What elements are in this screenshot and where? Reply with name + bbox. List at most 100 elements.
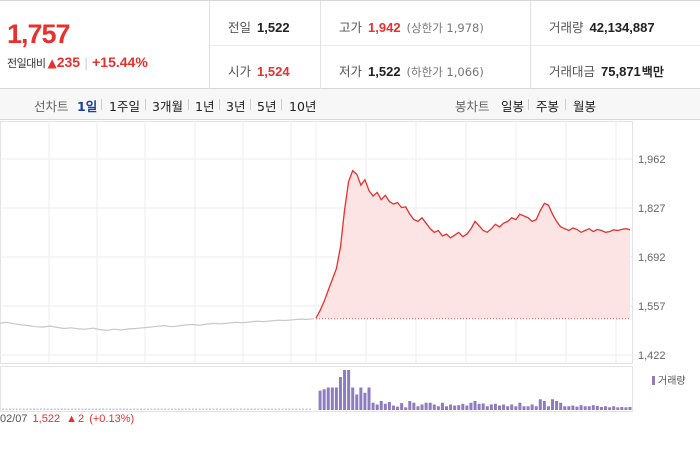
volume-legend-label: 거래량 xyxy=(658,376,686,387)
volume-bar xyxy=(583,406,587,410)
prev-volume-bar xyxy=(298,408,301,410)
prev-day-change: 2 xyxy=(78,413,85,425)
y-tick-label: 1,422 xyxy=(638,350,666,362)
prev-volume-bar xyxy=(133,408,136,410)
prev-volume-bar xyxy=(177,408,180,410)
prev-volume-bar xyxy=(291,408,294,410)
volume-bar xyxy=(359,387,363,410)
volume-bar xyxy=(347,370,351,410)
volume-bar xyxy=(465,405,469,410)
volume-bar xyxy=(387,402,391,410)
prev-volume-bar xyxy=(140,408,142,410)
low-value: 1,522 xyxy=(368,64,401,79)
tab-weekly-candle[interactable]: 주봉 xyxy=(536,99,560,114)
prev-volume-bar xyxy=(2,408,4,410)
prev-volume-bar xyxy=(5,408,8,410)
change-value: 235 xyxy=(56,54,81,70)
prev-volume-bar xyxy=(284,408,287,410)
current-price: 1,757 xyxy=(7,19,71,49)
tab-5y[interactable]: 5년 xyxy=(257,99,277,114)
prev-volume-bar xyxy=(219,408,222,410)
prev-day-line xyxy=(0,318,315,331)
volume-bar xyxy=(493,403,497,410)
volume-bar xyxy=(595,405,599,410)
prev-volume-bar xyxy=(212,408,215,410)
prev-volume-bar xyxy=(174,408,177,410)
tab-separator xyxy=(145,99,146,110)
volume-bar xyxy=(355,394,359,410)
tab-1y[interactable]: 1년 xyxy=(195,99,215,114)
volume-bar xyxy=(477,403,481,410)
prev-volume-bar xyxy=(136,408,139,410)
change-row: 전일대비 ▲235 | +15.44% xyxy=(7,54,148,71)
tab-separator xyxy=(101,99,102,110)
prev-volume-bar xyxy=(202,408,205,410)
prev-volume-bar xyxy=(26,408,29,410)
prev-volume-bar xyxy=(295,408,298,410)
volume-bar xyxy=(326,387,330,410)
prev-volume-bar xyxy=(195,408,198,410)
tab-separator xyxy=(219,99,220,110)
change-label: 전일대비 xyxy=(7,57,46,70)
prev-volume-bar xyxy=(205,408,208,410)
change-percent: +15.44% xyxy=(92,54,148,70)
volume-bar xyxy=(506,406,510,410)
volume-bar xyxy=(514,406,518,410)
prev-volume-bar xyxy=(157,408,160,410)
volume-bar xyxy=(444,406,448,410)
prev-volume-bar xyxy=(222,408,225,410)
tab-daily-candle[interactable]: 일봉 xyxy=(501,99,525,114)
today-price-area xyxy=(315,169,631,320)
volume-bar xyxy=(555,401,559,410)
prev-volume-bar xyxy=(108,408,111,410)
prev-day-up-arrow-icon: ▲ xyxy=(66,413,78,425)
volume-bar xyxy=(383,403,387,410)
tab-3m[interactable]: 3개월 xyxy=(152,99,183,114)
volume-bar xyxy=(400,403,404,410)
prev-volume-bar xyxy=(126,408,129,410)
volume-bar xyxy=(551,399,555,410)
prev-volume-bar xyxy=(215,408,218,410)
prev-volume-bar xyxy=(77,408,80,410)
prev-close-value: 1,522 xyxy=(257,20,290,35)
prev-volume-bar xyxy=(71,408,73,410)
tab-monthly-candle[interactable]: 월봉 xyxy=(573,99,597,114)
volume-bar xyxy=(534,406,538,410)
volume-bar xyxy=(628,406,632,410)
tab-10y[interactable]: 10년 xyxy=(289,99,317,114)
tab-3y[interactable]: 3년 xyxy=(226,99,246,114)
prev-volume-bar xyxy=(288,408,291,410)
high-label: 고가 xyxy=(339,20,363,35)
chart-period-tabs: 선차트 1일 1주일 3개월 1년 3년 5년 10년 봉차트 일봉 주봉 월봉 xyxy=(0,89,700,120)
prev-volume-bar xyxy=(129,408,132,410)
volume-bar xyxy=(591,405,595,410)
prev-volume-bar xyxy=(181,408,184,410)
prev-volume-bar xyxy=(8,408,11,410)
volume-bar xyxy=(440,402,444,410)
candle-chart-label: 봉차트 xyxy=(455,99,490,114)
prev-volume-bar xyxy=(233,408,236,410)
prev-volume-bar xyxy=(164,408,167,410)
prev-day-summary: 02/07 1,522 ▲2 (+0.13%) xyxy=(0,413,134,429)
high-value: 1,942 xyxy=(368,20,401,35)
prev-volume-bar xyxy=(191,408,194,410)
prev-volume-bar xyxy=(171,408,174,410)
prev-volume-bar xyxy=(64,408,67,410)
volume-bar xyxy=(604,406,608,410)
tab-1d[interactable]: 1일 xyxy=(77,99,98,114)
prev-volume-bar xyxy=(91,408,94,410)
tab-separator xyxy=(528,99,529,110)
prev-volume-bar xyxy=(15,408,18,410)
volume-bar xyxy=(330,387,334,410)
volume-legend: 거래량 xyxy=(652,372,686,387)
prev-volume-bar xyxy=(278,408,280,410)
prev-volume-bar xyxy=(53,408,56,410)
lower-limit: (하한가 1,066) xyxy=(406,65,484,79)
prev-volume-bar xyxy=(240,408,243,410)
prev-volume-bar xyxy=(153,408,156,410)
tab-1w[interactable]: 1주일 xyxy=(109,99,140,114)
prev-volume-bar xyxy=(43,408,46,410)
prev-volume-bar xyxy=(22,408,25,410)
prev-volume-bar xyxy=(264,408,267,410)
